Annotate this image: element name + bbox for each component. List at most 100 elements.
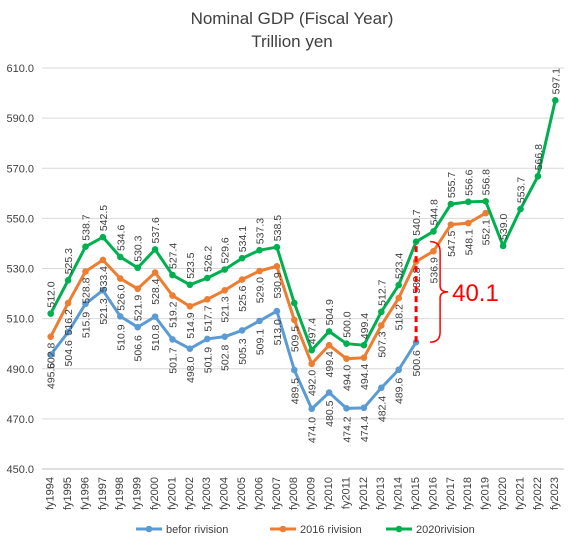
data-point — [412, 338, 420, 346]
x-tick-label: fy2023 — [549, 477, 561, 510]
x-tick-label: fy1997 — [97, 477, 109, 510]
data-point — [291, 316, 298, 324]
legend-swatch-marker — [395, 525, 403, 533]
data-point — [378, 384, 385, 392]
data-point — [360, 354, 368, 362]
x-tick-label: fy1996 — [79, 477, 91, 510]
data-point — [221, 287, 228, 294]
x-tick-label: fy2009 — [306, 477, 318, 510]
x-tick-label: fy2005 — [236, 477, 248, 510]
data-point — [99, 256, 107, 264]
data-label: 597.1 — [550, 68, 562, 94]
data-point — [82, 243, 89, 250]
data-label: 512.7 — [376, 279, 388, 305]
data-point — [534, 172, 542, 180]
difference-bracket — [430, 240, 449, 343]
data-label: 495.6 — [46, 363, 58, 389]
data-labels: 495.6 504.6 515.9 521.3 510.9 506.6 510.8 501.7… — [46, 68, 563, 443]
y-tick-label: 510.0 — [6, 314, 34, 326]
x-tick-label: fy2008 — [288, 477, 300, 510]
x-tick-label: fy2006 — [253, 477, 265, 510]
x-tick-label: fy1994 — [45, 477, 57, 510]
data-label: 504.9 — [324, 299, 336, 325]
data-point — [291, 299, 298, 307]
data-point — [308, 405, 316, 413]
data-label: 534.1 — [237, 226, 249, 252]
data-label: 521.9 — [133, 295, 145, 321]
data-label: 529.6 — [220, 237, 232, 263]
x-tick-label: fy2016 — [427, 477, 439, 510]
x-axis-ticks: fy1994 fy1995 fy1996 fy1997 fy1998 fy1999 fy20… — [45, 477, 562, 510]
data-point — [134, 323, 141, 331]
data-label: 548.1 — [463, 229, 475, 255]
data-label: 529.0 — [255, 277, 267, 303]
chart-title: Nominal GDP (Fiscal Year) — [191, 9, 394, 28]
y-axis-ticks: 450.0 470.0 490.0 510.0 530.0 550.0 570.0 590.0… — [6, 63, 34, 476]
data-point — [395, 281, 403, 289]
data-label: 498.0 — [185, 357, 197, 383]
data-point — [430, 228, 437, 235]
x-tick-label: fy1998 — [114, 477, 126, 510]
x-tick-label: fy2013 — [375, 477, 387, 510]
data-label: 513.0 — [272, 319, 284, 345]
x-tick-label: fy2011 — [340, 477, 352, 509]
data-label: 510.8 — [150, 324, 162, 350]
y-tick-label: 590.0 — [6, 113, 34, 125]
data-point — [465, 219, 472, 227]
data-point — [482, 198, 490, 205]
data-label: 566.8 — [533, 144, 545, 170]
x-tick-label: fy2018 — [462, 477, 474, 510]
data-label: 515.9 — [81, 312, 93, 338]
data-label: 499.4 — [324, 351, 336, 377]
data-point — [447, 200, 455, 208]
data-point — [360, 341, 368, 349]
data-label: 538.7 — [81, 214, 93, 240]
data-point — [151, 246, 159, 253]
data-label: 517.7 — [202, 305, 214, 331]
data-label: 482.4 — [376, 396, 388, 422]
x-tick-label: fy2017 — [445, 477, 457, 510]
data-point — [47, 351, 54, 359]
data-label: 509.5 — [289, 326, 301, 352]
data-point — [273, 262, 281, 270]
data-label: 528.4 — [150, 278, 162, 304]
data-label: 521.3 — [98, 298, 110, 324]
difference-annotation: 40.1 — [414, 240, 499, 343]
data-point — [238, 327, 246, 334]
x-tick-label: fy2020 — [497, 477, 509, 510]
data-point — [291, 366, 298, 374]
data-point — [117, 313, 124, 320]
data-point — [82, 300, 89, 308]
data-label: 526.0 — [115, 284, 127, 310]
data-label: 489.6 — [394, 378, 406, 404]
data-point — [343, 340, 350, 347]
legend-swatch-marker — [145, 525, 153, 533]
x-tick-label: fy1995 — [62, 477, 74, 510]
series-line — [49, 288, 418, 411]
data-label: 474.0 — [307, 417, 319, 443]
x-tick-label: fy2010 — [323, 477, 335, 510]
data-label: 530.3 — [133, 235, 145, 261]
data-label: 510.9 — [115, 324, 127, 350]
y-tick-label: 450.0 — [6, 464, 34, 476]
data-point — [134, 285, 141, 293]
x-tick-label: fy2021 — [514, 477, 526, 510]
difference-value: 40.1 — [452, 280, 499, 307]
x-tick-label: fy2015 — [410, 477, 422, 510]
data-label: 492.0 — [307, 370, 319, 396]
data-label: 516.2 — [63, 309, 75, 335]
legend-label: 2016 rivision — [300, 524, 362, 536]
data-label: 533.4 — [98, 266, 110, 292]
data-label: 534.6 — [115, 225, 127, 251]
data-point — [204, 296, 211, 303]
legend-swatch-marker — [279, 525, 287, 533]
data-label: 500.6 — [411, 350, 423, 376]
data-label: 497.4 — [307, 318, 319, 344]
data-point — [378, 308, 385, 316]
data-label: 527.4 — [168, 243, 180, 269]
chart-subtitle: Trillion yen — [251, 32, 333, 51]
data-point — [378, 322, 385, 329]
x-tick-label: fy2001 — [166, 477, 178, 510]
data-point — [169, 292, 176, 299]
data-label: 500.0 — [342, 311, 354, 337]
